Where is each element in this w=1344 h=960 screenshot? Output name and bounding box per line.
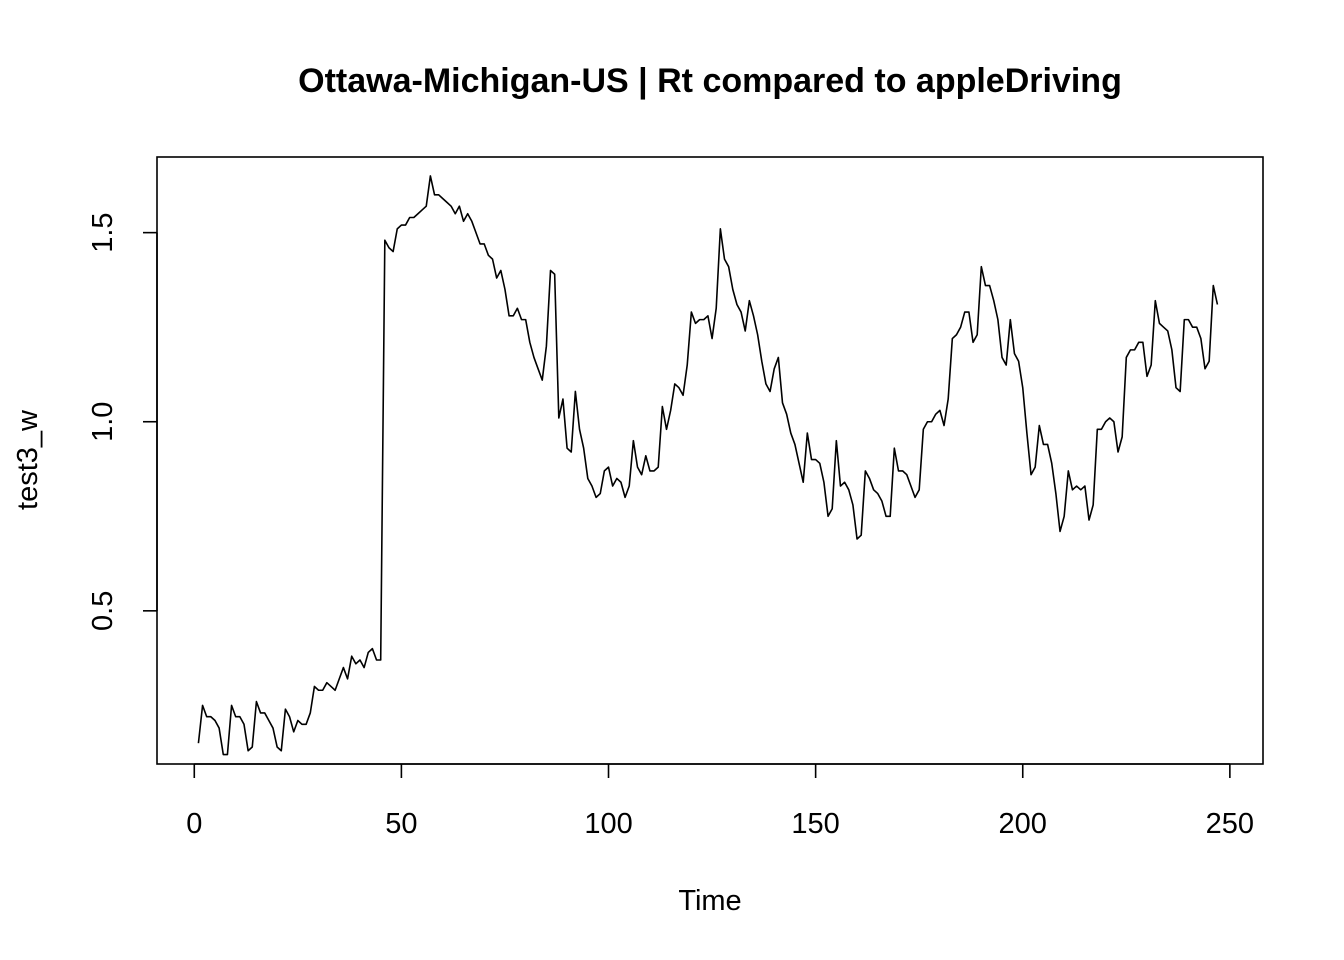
series-line [197, 175, 1219, 756]
x-tick-label: 50 [385, 808, 417, 840]
x-tick-label: 0 [186, 808, 202, 840]
x-tick-label: 250 [1206, 808, 1254, 840]
y-tick-label: 1.5 [87, 212, 119, 252]
x-tick-label: 200 [999, 808, 1047, 840]
x-axis: 0 50 100 150 200 250 [186, 763, 1254, 840]
y-axis: 0.5 1.0 1.5 [87, 212, 158, 631]
y-tick-label: 0.5 [87, 591, 119, 631]
y-tick-label: 1.0 [87, 402, 119, 442]
chart-title: Ottawa-Michigan-US | Rt compared to appl… [298, 62, 1122, 100]
x-tick-label: 150 [791, 808, 839, 840]
x-axis-label: Time [678, 885, 741, 917]
y-axis-label: test3_w [12, 409, 44, 510]
x-tick-label: 100 [584, 808, 632, 840]
